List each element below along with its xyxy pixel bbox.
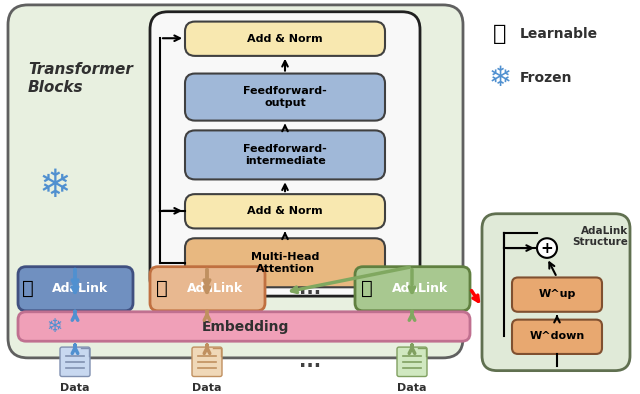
Text: Multi-Head
Attention: Multi-Head Attention: [251, 252, 319, 273]
FancyBboxPatch shape: [18, 267, 133, 311]
Text: 🔥: 🔥: [22, 279, 34, 298]
Text: ...: ...: [299, 352, 321, 371]
FancyBboxPatch shape: [512, 277, 602, 312]
FancyBboxPatch shape: [185, 74, 385, 121]
Text: Transformer
Blocks: Transformer Blocks: [28, 62, 133, 95]
FancyBboxPatch shape: [512, 320, 602, 354]
Text: ❄: ❄: [488, 65, 511, 93]
FancyBboxPatch shape: [185, 238, 385, 287]
Text: W^up: W^up: [538, 289, 576, 299]
Text: +: +: [541, 241, 554, 256]
Text: Data: Data: [397, 383, 427, 393]
FancyBboxPatch shape: [60, 347, 90, 377]
Text: Frozen: Frozen: [520, 71, 573, 85]
Text: AdaLink: AdaLink: [52, 282, 108, 295]
Text: AdaLink: AdaLink: [392, 282, 448, 295]
Text: Data: Data: [60, 383, 90, 393]
FancyBboxPatch shape: [18, 312, 470, 341]
Text: ❄: ❄: [38, 167, 71, 205]
Text: Learnable: Learnable: [520, 27, 598, 41]
Text: Embedding: Embedding: [202, 320, 289, 333]
FancyBboxPatch shape: [150, 12, 420, 296]
Text: AdaLink: AdaLink: [187, 282, 243, 295]
FancyBboxPatch shape: [355, 267, 470, 311]
Text: Feedforward-
intermediate: Feedforward- intermediate: [243, 144, 327, 166]
FancyBboxPatch shape: [185, 194, 385, 229]
Text: 🔥: 🔥: [361, 279, 373, 298]
Text: ...: ...: [299, 279, 321, 298]
FancyBboxPatch shape: [150, 267, 265, 311]
Text: 🔥: 🔥: [493, 24, 507, 44]
Text: Add & Norm: Add & Norm: [247, 34, 323, 44]
Text: ❄: ❄: [47, 317, 63, 336]
FancyBboxPatch shape: [482, 214, 630, 371]
Text: Data: Data: [192, 383, 221, 393]
Text: W^down: W^down: [529, 331, 584, 341]
FancyBboxPatch shape: [192, 347, 222, 377]
FancyBboxPatch shape: [8, 5, 463, 358]
Text: AdaLink
Structure: AdaLink Structure: [572, 225, 628, 247]
FancyBboxPatch shape: [185, 22, 385, 56]
FancyBboxPatch shape: [185, 130, 385, 179]
Text: Add & Norm: Add & Norm: [247, 206, 323, 216]
FancyBboxPatch shape: [397, 347, 427, 377]
Circle shape: [537, 238, 557, 258]
Text: 🔥: 🔥: [156, 279, 168, 298]
Text: Feedforward-
output: Feedforward- output: [243, 86, 327, 108]
